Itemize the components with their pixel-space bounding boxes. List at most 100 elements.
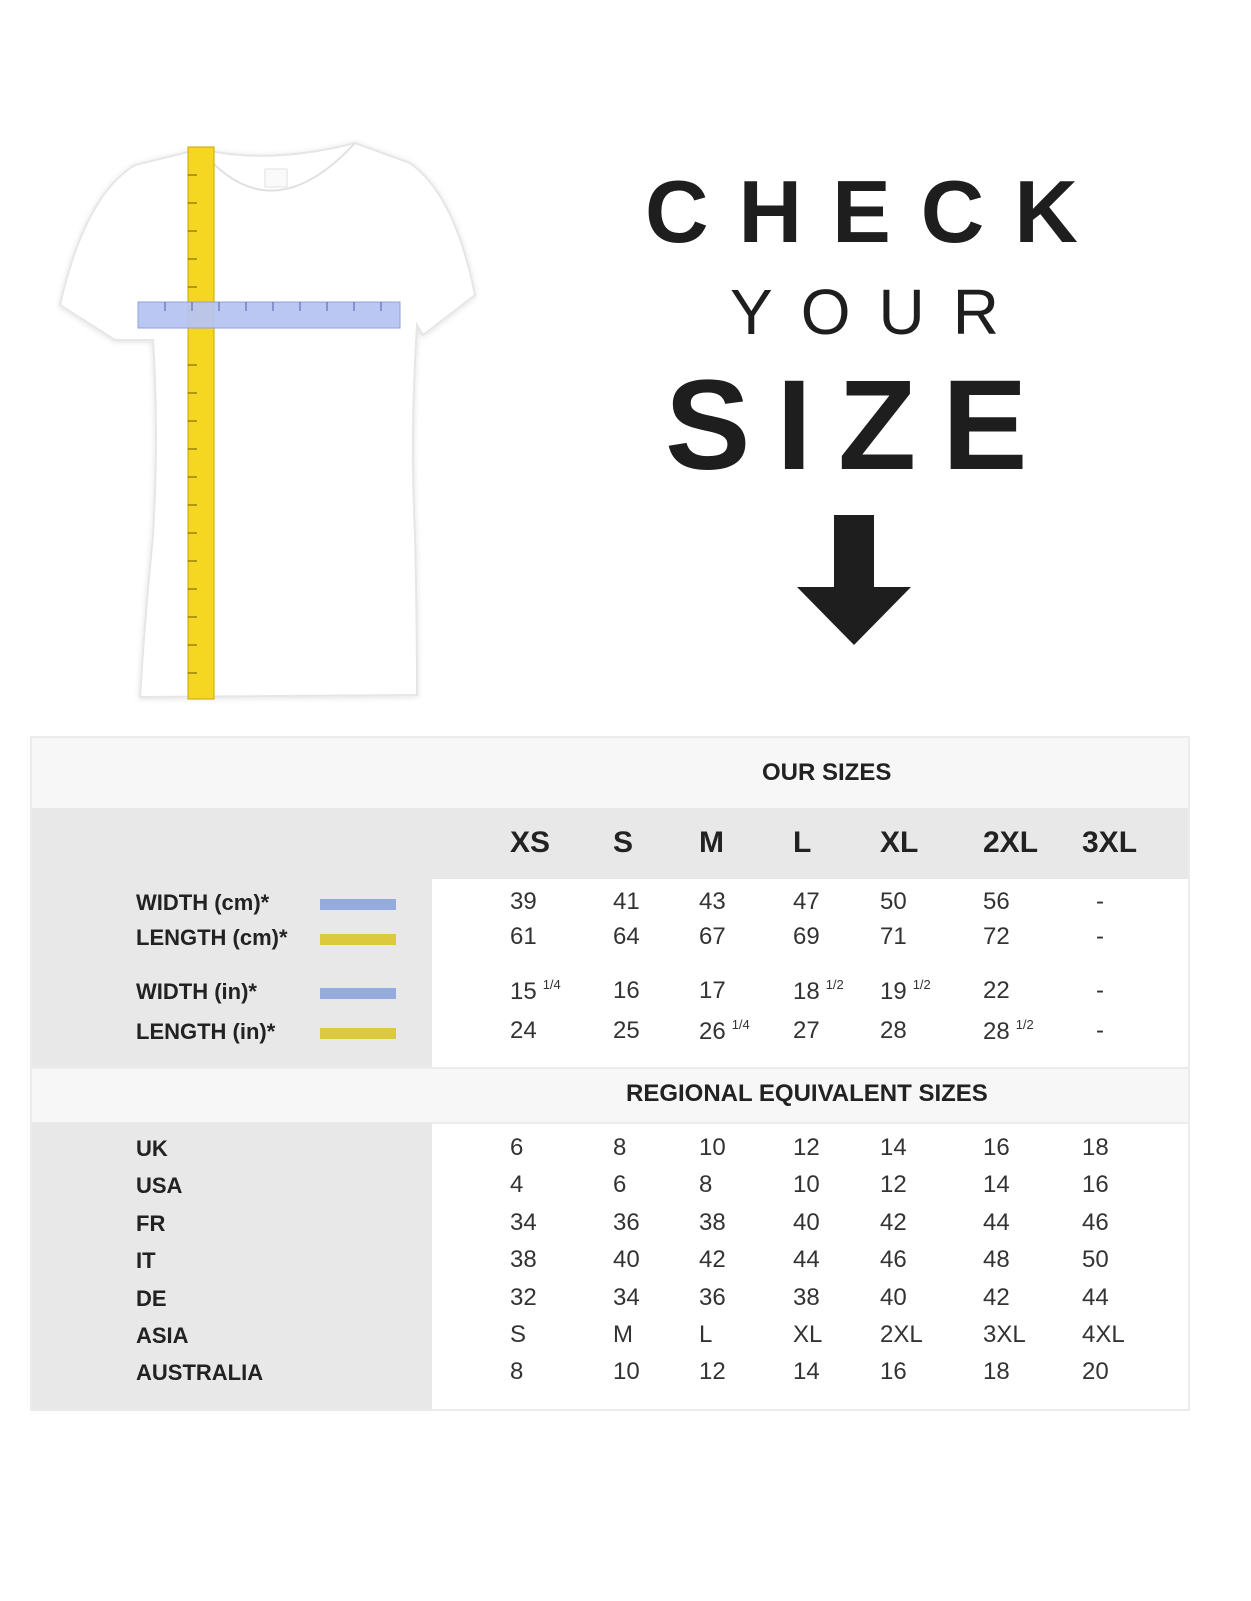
value-number: 72 (983, 923, 1010, 950)
size-chart-table: OUR SIZES REGIONAL EQUIVALENT SIZES XS S M… (30, 736, 1190, 1411)
regional-size-value: 14 (880, 1134, 907, 1161)
size-header-xs: XS (510, 826, 551, 859)
value-fraction: 1/4 (731, 1017, 750, 1032)
regional-size-value: 50 (1082, 1246, 1109, 1274)
measurement-label: WIDTH (in)* (136, 979, 257, 1004)
regional-size-value: 40 (613, 1246, 640, 1274)
value-number: 17 (699, 977, 726, 1004)
our-sizes-header-band (32, 738, 1188, 808)
regional-header-band (32, 1067, 1188, 1124)
value-number: 19 (880, 978, 907, 1005)
regional-size-value: 46 (880, 1246, 907, 1274)
hero-title-size: SIZE (665, 354, 1054, 497)
length-color-swatch (320, 1028, 396, 1039)
value-number: 39 (510, 888, 537, 915)
regional-size-value: 42 (983, 1283, 1010, 1311)
value-fraction: 1/2 (1015, 1017, 1034, 1032)
regional-size-value: 10 (793, 1171, 820, 1199)
measurement-label: LENGTH (cm)* (136, 925, 288, 950)
regional-size-value: 38 (793, 1283, 820, 1311)
region-label-it: IT (136, 1248, 156, 1274)
measurement-label: LENGTH (in)* (136, 1019, 276, 1044)
value-number: 41 (613, 888, 640, 915)
region-label-asia: ASIA (136, 1323, 189, 1348)
value-number: 43 (699, 888, 726, 915)
regional-size-value: 18 (1082, 1134, 1109, 1161)
length-tape-measure (187, 146, 215, 700)
width-tape-measure (137, 301, 401, 329)
measurement-value: - (1096, 888, 1104, 916)
regional-size-value: M (613, 1321, 633, 1348)
measurement-value: 24 (510, 1017, 537, 1045)
regional-size-value: 20 (1082, 1358, 1109, 1386)
measurement-value: - (1096, 923, 1104, 951)
measurement-value: 69 (793, 923, 820, 951)
regional-size-value: 8 (510, 1358, 524, 1386)
measurement-value: 64 (613, 923, 640, 951)
regional-size-value: 44 (1082, 1283, 1109, 1311)
value-fraction: 1/2 (825, 977, 844, 992)
value-number: 64 (613, 923, 640, 950)
hero-title-check: CHECK (645, 162, 1108, 261)
measurement-label: WIDTH (cm)* (136, 890, 270, 915)
regional-size-value: 48 (983, 1246, 1010, 1274)
regional-size-value: 42 (880, 1208, 907, 1236)
region-label-australia: AUSTRALIA (136, 1360, 264, 1386)
region-label-fr: FR (136, 1210, 166, 1236)
size-labels-band (32, 808, 1188, 879)
arrow-down-icon (797, 515, 911, 645)
measurement-value: 17 (699, 977, 726, 1005)
value-number: 69 (793, 923, 820, 950)
regional-size-value: 44 (983, 1208, 1010, 1236)
regional-size-value: 2XL (880, 1321, 923, 1348)
our-sizes-title: OUR SIZES (762, 759, 892, 786)
regional-size-value: 4XL (1082, 1321, 1125, 1348)
value-number: 71 (880, 923, 907, 950)
value-number: 50 (880, 888, 907, 915)
measurement-value: 22 (983, 977, 1010, 1005)
width-color-swatch (320, 988, 396, 999)
regional-size-value: 10 (699, 1134, 726, 1161)
value-number: 56 (983, 888, 1010, 915)
region-label-usa: USA (136, 1173, 183, 1199)
value-number: 28 (880, 1017, 907, 1044)
regional-size-value: 40 (880, 1283, 907, 1311)
value-fraction: 1/2 (912, 977, 931, 992)
regional-size-value: 6 (510, 1134, 524, 1161)
regional-size-value: 12 (699, 1358, 726, 1386)
regional-size-value: XL (793, 1321, 823, 1348)
measurement-value: 25 (613, 1017, 640, 1045)
regional-size-value: 14 (983, 1171, 1010, 1199)
value-number: 25 (613, 1017, 640, 1044)
hero-title-your: YOUR (730, 276, 1027, 348)
value-number: 22 (983, 977, 1010, 1004)
tshirt-measure-illustration (58, 141, 477, 700)
measurement-value: 50 (880, 888, 907, 916)
size-header-2xl: 2XL (983, 826, 1039, 859)
regional-size-value: 34 (510, 1208, 537, 1236)
region-label-de: DE (136, 1285, 167, 1311)
value-number: 24 (510, 1017, 537, 1044)
regional-size-value: 12 (880, 1171, 907, 1199)
value-number: 15 (510, 978, 537, 1005)
measurement-value: - (1096, 1017, 1104, 1045)
regional-size-value: 16 (880, 1358, 907, 1386)
measurement-value: 47 (793, 888, 820, 916)
measurement-value: 67 (699, 923, 726, 951)
measurement-value: 39 (510, 888, 537, 916)
measurement-value: 15 1/4 (510, 977, 561, 1006)
value-number: 26 (699, 1018, 726, 1045)
regional-sizes-title: REGIONAL EQUIVALENT SIZES (626, 1080, 988, 1107)
measurement-value: 28 1/2 (983, 1017, 1034, 1046)
size-header-3xl: 3XL (1082, 826, 1138, 859)
regional-size-value: 36 (699, 1283, 726, 1311)
value-number: 18 (793, 978, 820, 1005)
regional-size-value: L (699, 1321, 713, 1348)
measurement-value: 27 (793, 1017, 820, 1045)
value-number: 61 (510, 923, 537, 950)
measurement-value: - (1096, 977, 1104, 1005)
regional-size-value: 36 (613, 1208, 640, 1236)
measurement-value: 16 (613, 977, 640, 1005)
measurement-value: 28 (880, 1017, 907, 1045)
regional-size-value: 46 (1082, 1208, 1109, 1236)
